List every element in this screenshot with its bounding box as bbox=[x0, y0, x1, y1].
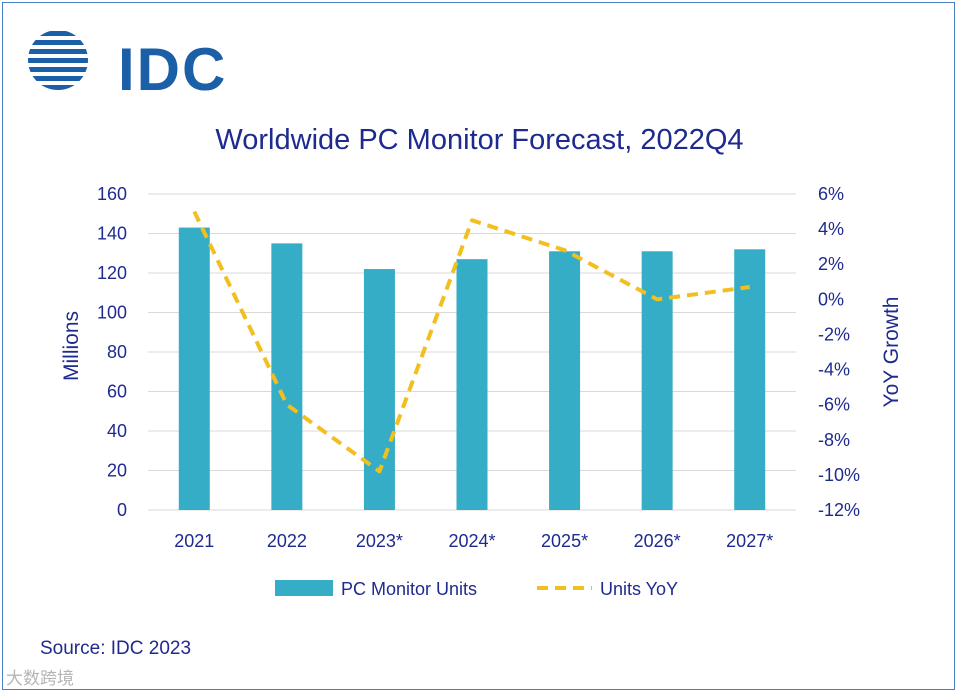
y-tick-label: 0 bbox=[117, 500, 127, 520]
y-tick-label: 20 bbox=[107, 461, 127, 481]
y2-tick-label: 0% bbox=[818, 289, 844, 309]
bar bbox=[734, 249, 766, 511]
axis-labels: 0 20 40 60 80 100 120 140 160 -12% -10% -8% -6% -4% -2… bbox=[97, 184, 860, 551]
yoy-line bbox=[192, 210, 750, 474]
x-tick-label: 2022 bbox=[267, 531, 307, 551]
bars bbox=[178, 227, 766, 511]
y-tick-label: 60 bbox=[107, 382, 127, 402]
y-tick-label: 140 bbox=[97, 224, 127, 244]
bar bbox=[641, 251, 673, 510]
y2-tick-label: -4% bbox=[818, 360, 850, 380]
y2-tick-label: -8% bbox=[818, 430, 850, 450]
x-tick-label: 2021 bbox=[174, 531, 214, 551]
x-tick-label: 2026* bbox=[634, 531, 681, 551]
legend-line-label: Units YoY bbox=[600, 579, 678, 599]
bar bbox=[363, 269, 395, 510]
y2-tick-label: -2% bbox=[818, 324, 850, 344]
x-tick-label: 2025* bbox=[541, 531, 588, 551]
y-tick-label: 80 bbox=[107, 342, 127, 362]
x-tick-label: 2027* bbox=[726, 531, 773, 551]
source-note: Source: IDC 2023 bbox=[40, 638, 192, 659]
globe-icon bbox=[28, 31, 88, 90]
logo-text: IDC bbox=[118, 36, 228, 103]
y2-axis-title: YoY Growth bbox=[880, 297, 903, 408]
legend-bar-swatch bbox=[275, 580, 333, 596]
bar bbox=[456, 259, 488, 510]
y2-tick-label: 4% bbox=[818, 219, 844, 239]
y2-tick-label: 6% bbox=[818, 184, 844, 204]
legend: PC Monitor Units Units YoY bbox=[275, 579, 678, 599]
y2-tick-label: -6% bbox=[818, 395, 850, 415]
chart-title: Worldwide PC Monitor Forecast, 2022Q4 bbox=[215, 124, 744, 156]
legend-bar-label: PC Monitor Units bbox=[341, 579, 477, 599]
y-tick-label: 160 bbox=[97, 184, 127, 204]
bar bbox=[549, 251, 581, 510]
watermark: 大数跨境 bbox=[6, 669, 74, 688]
bar bbox=[271, 243, 303, 510]
y2-tick-label: -10% bbox=[818, 465, 860, 485]
y2-tick-label: 2% bbox=[818, 254, 844, 274]
x-tick-label: 2024* bbox=[448, 531, 495, 551]
y-tick-label: 40 bbox=[107, 421, 127, 441]
x-tick-label: 2023* bbox=[356, 531, 403, 551]
y-tick-label: 120 bbox=[97, 263, 127, 283]
y-axis-title: Millions bbox=[60, 311, 83, 381]
y-tick-label: 100 bbox=[97, 303, 127, 323]
bar bbox=[178, 227, 210, 510]
y2-tick-label: -12% bbox=[818, 500, 860, 520]
idc-logo: IDC bbox=[26, 28, 228, 103]
